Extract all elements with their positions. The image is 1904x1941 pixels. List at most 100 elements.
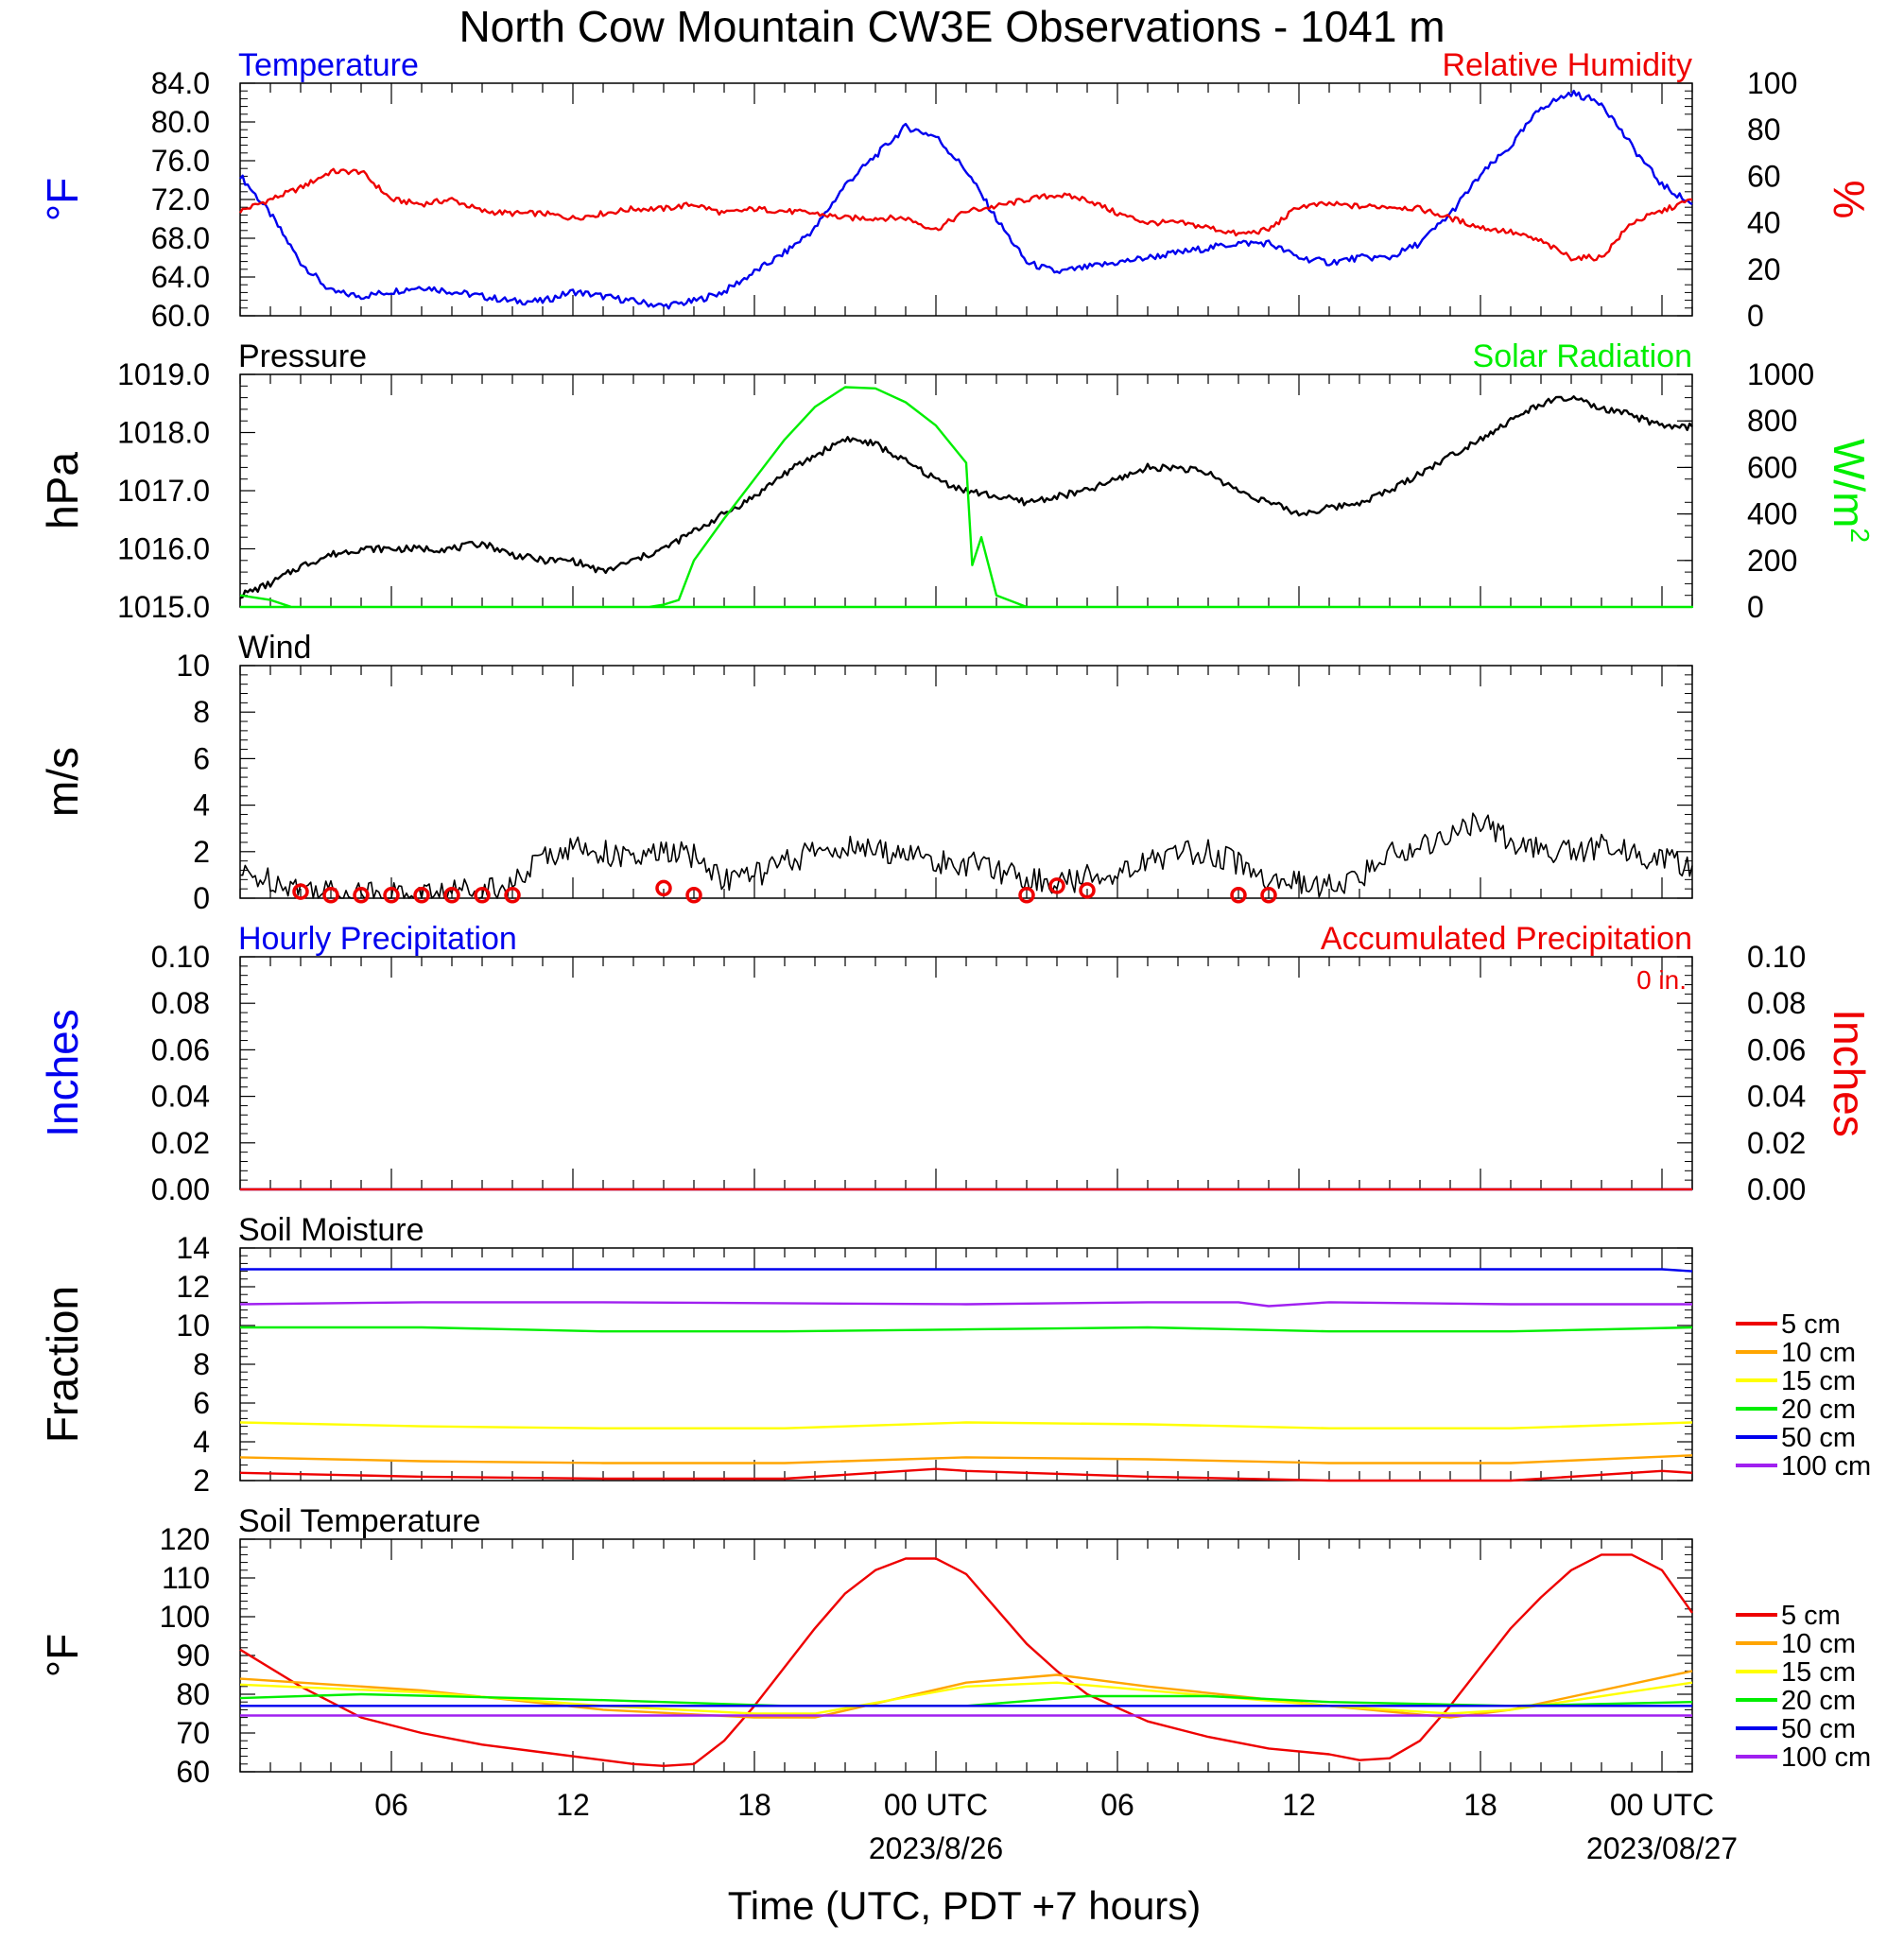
y-tick-label: 1019.0: [117, 357, 210, 391]
y-tick-label: 84.0: [151, 66, 210, 100]
y-axis-label-left: hPa: [38, 452, 87, 529]
y-tick-label: 4: [193, 1425, 210, 1459]
legend-label: 50 cm: [1781, 1714, 1856, 1744]
y-tick-label: 10: [176, 649, 210, 683]
y-right-tick-label: 80: [1747, 113, 1781, 147]
y-tick-label: 1018.0: [117, 416, 210, 450]
legend-label: 5 cm: [1781, 1309, 1841, 1340]
y-tick-label: 14: [176, 1231, 210, 1265]
legend-label: 50 cm: [1781, 1423, 1856, 1453]
panel-title-left: Soil Moisture: [238, 1212, 424, 1248]
y-tick-label: 8: [193, 695, 210, 729]
y-right-tick-label: 0.02: [1747, 1126, 1806, 1160]
series-20-cm: [240, 1326, 1693, 1333]
calm-marker: [1048, 877, 1065, 894]
y-tick-label: 1016.0: [117, 532, 210, 566]
calm-marker: [474, 887, 491, 904]
legend-label: 20 cm: [1781, 1686, 1856, 1716]
panel-title-left: Temperature: [238, 47, 419, 83]
legend-label: 10 cm: [1781, 1629, 1856, 1659]
y-tick-label: 0.04: [151, 1080, 210, 1114]
panel-frame: [239, 665, 1693, 899]
y-right-tick-label: 60: [1747, 159, 1781, 193]
series-15-cm: [239, 1681, 1693, 1715]
y-axis-label-left: Fraction: [38, 1286, 87, 1443]
unit-superscript: 2: [1845, 528, 1875, 543]
y-axis-label-left: °F: [38, 1634, 87, 1678]
panels-group: 84.080.076.072.068.064.060.0100806040200…: [38, 47, 1875, 1789]
calm-marker: [1079, 882, 1096, 899]
calm-marker: [685, 887, 702, 904]
series-solar-radiation: [239, 386, 1694, 609]
y-tick-label: 110: [162, 1561, 210, 1595]
y-right-tick-label: 20: [1747, 252, 1781, 286]
y-axis-label-left: m/s: [38, 747, 87, 817]
y-tick-label: 120: [160, 1522, 210, 1556]
x-axis-label: Time (UTC, PDT +7 hours): [728, 1883, 1202, 1928]
y-tick-label: 0.06: [151, 1032, 210, 1066]
x-tick-label: 18: [737, 1788, 771, 1822]
y-tick-label: 64.0: [151, 260, 210, 294]
y-tick-label: 76.0: [151, 144, 210, 178]
y-right-tick-label: 40: [1747, 206, 1781, 240]
series-temperature: [239, 89, 1693, 310]
series-relative-humidity: [238, 167, 1693, 262]
series-5-cm: [239, 1553, 1693, 1767]
y-tick-label: 2: [193, 835, 210, 869]
panel-temp_rh: 84.0 80.0 76.0 72.0 68.0 64.0 60.0 100 80 60 40 20 0…: [38, 47, 1874, 333]
x-tick-date-label: 2023/8/26: [869, 1831, 1003, 1865]
series-15-cm: [239, 1421, 1693, 1430]
y-axis-label-right: %: [1825, 181, 1874, 219]
series-20-cm: [239, 1692, 1693, 1707]
y-tick-label: 0: [193, 881, 210, 915]
y-tick-label: 10: [176, 1308, 210, 1343]
y-tick-label: 4: [193, 789, 210, 823]
calm-marker: [1230, 887, 1247, 904]
calm-marker: [413, 887, 430, 904]
y-tick-label: 80: [176, 1677, 210, 1711]
accumulated-total: 0 in.: [1636, 965, 1687, 995]
y-tick-label: 6: [193, 741, 210, 775]
y-right-tick-label: 0.04: [1747, 1080, 1806, 1114]
panel-wind: 10 8 6 4 2 0 Wind m/s: [38, 630, 1693, 915]
y-right-tick-label: 0.08: [1747, 986, 1806, 1020]
legend-label: 100 cm: [1781, 1742, 1871, 1773]
x-tick-date-label: 2023/08/27: [1586, 1831, 1738, 1865]
y-right-tick-label: 0.00: [1747, 1172, 1806, 1206]
calm-marker: [292, 883, 309, 900]
y-tick-label: 60.0: [151, 299, 210, 333]
y-right-tick-label: 0.06: [1747, 1032, 1806, 1066]
panel-pressure_solar: 1019.0 1018.0 1017.0 1016.0 1015.0 1000 800 600…: [38, 338, 1875, 624]
y-right-tick-label: 400: [1747, 497, 1797, 531]
panel-title-right: Solar Radiation: [1473, 338, 1692, 374]
y-right-tick-label: 100: [1747, 66, 1797, 100]
y-tick-label: 0.08: [151, 986, 210, 1020]
panel-frame: [239, 82, 1693, 317]
y-tick-label: 0.00: [151, 1172, 210, 1206]
legend-label: 5 cm: [1781, 1601, 1841, 1631]
legend-label: 100 cm: [1781, 1451, 1871, 1482]
legend-label: 10 cm: [1781, 1338, 1856, 1368]
y-right-tick-label: 0: [1747, 299, 1764, 333]
calm-marker: [655, 879, 672, 897]
y-axis-label-right: Inches: [1825, 1009, 1874, 1137]
x-tick-label: 18: [1463, 1788, 1497, 1822]
panel-title-left: Wind: [238, 630, 311, 666]
calm-marker: [353, 887, 370, 904]
y-tick-label: 1015.0: [117, 590, 210, 624]
y-right-tick-label: 0: [1747, 590, 1764, 624]
y-tick-label: 80.0: [151, 105, 210, 139]
series-100-cm: [239, 1301, 1692, 1308]
y-tick-label: 70: [176, 1716, 210, 1750]
x-tick-label: 12: [556, 1788, 590, 1822]
y-right-tick-label: 800: [1747, 404, 1797, 438]
x-tick-label: 12: [1282, 1788, 1316, 1822]
panel-precip: 0.10 0.08 0.06 0.04 0.02 0.00 0.10 0.08 0.06 0.04…: [38, 921, 1874, 1206]
x-tick-label: 00 UTC: [1610, 1788, 1714, 1822]
panel-title-right: Relative Humidity: [1442, 47, 1692, 83]
y-axis-label-left: °F: [38, 178, 87, 222]
panel-title-left: Hourly Precipitation: [238, 921, 517, 957]
legend-label: 15 cm: [1781, 1366, 1856, 1396]
y-tick-label: 0.02: [151, 1126, 210, 1160]
y-right-tick-label: 1000: [1747, 357, 1814, 391]
